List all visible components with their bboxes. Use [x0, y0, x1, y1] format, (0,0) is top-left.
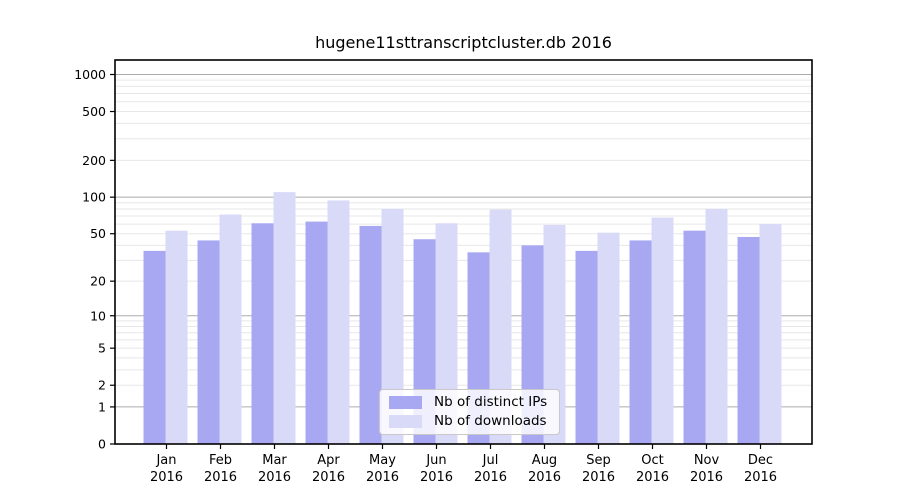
- y-tick-label: 50: [90, 226, 106, 241]
- bar-downloads-feb: [219, 214, 242, 444]
- x-tick-label: Feb 2016: [204, 453, 237, 485]
- chart-title: hugene11sttranscriptcluster.db 2016: [315, 33, 612, 52]
- legend-item-downloads: Nb of downloads: [389, 412, 547, 429]
- x-tick-label: Jun 2016: [420, 453, 453, 485]
- y-tick-label: 5: [98, 341, 106, 356]
- bar-downloads-jan: [165, 230, 188, 444]
- x-tick-label: Jan 2016: [150, 453, 183, 485]
- x-tick-label: Sep 2016: [582, 453, 615, 485]
- y-tick-label: 200: [82, 153, 106, 168]
- bar-distinct-ips-apr: [305, 221, 328, 444]
- x-tick-label: Dec 2016: [744, 453, 777, 485]
- bar-distinct-ips-oct: [629, 240, 652, 444]
- bar-distinct-ips-mar: [251, 223, 274, 444]
- legend-swatch-distinct-ips: [389, 396, 422, 410]
- x-tick-label: Aug 2016: [528, 453, 561, 485]
- y-tick-label: 1: [98, 399, 106, 414]
- legend-box: Nb of distinct IPs Nb of downloads: [379, 389, 561, 435]
- x-tick-label: May 2016: [366, 453, 399, 485]
- x-tick-label: Apr 2016: [312, 453, 345, 485]
- legend-swatch-downloads: [389, 414, 422, 428]
- bar-downloads-mar: [273, 192, 296, 444]
- bar-downloads-may: [381, 208, 404, 444]
- y-tick-label: 100: [82, 190, 106, 205]
- bar-distinct-ips-jan: [143, 250, 166, 444]
- bar-distinct-ips-feb: [197, 240, 220, 444]
- bar-downloads-sep: [597, 232, 620, 444]
- y-tick-label: 0: [98, 437, 106, 452]
- bar-distinct-ips-sep: [575, 250, 598, 444]
- bar-downloads-oct: [651, 217, 674, 444]
- bar-distinct-ips-may: [359, 225, 382, 444]
- y-tick-label: 2: [98, 378, 106, 393]
- x-tick-label: Jul 2016: [474, 453, 507, 485]
- x-tick-label: Oct 2016: [636, 453, 669, 485]
- bar-distinct-ips-nov: [683, 230, 706, 444]
- y-tick-label: 10: [90, 308, 106, 323]
- bar-distinct-ips-dec: [737, 236, 760, 444]
- bar-downloads-jul: [489, 209, 512, 444]
- y-tick-label: 20: [90, 274, 106, 289]
- bar-downloads-jun: [435, 223, 458, 444]
- bar-downloads-nov: [705, 208, 728, 444]
- x-tick-label: Nov 2016: [690, 453, 723, 485]
- bar-downloads-dec: [759, 224, 782, 444]
- x-tick-label: Mar 2016: [258, 453, 291, 485]
- bar-downloads-apr: [327, 200, 350, 444]
- y-tick-label: 1000: [74, 67, 106, 82]
- y-tick-label: 500: [82, 104, 106, 119]
- plot-border: [114, 59, 813, 445]
- legend-item-distinct-ips: Nb of distinct IPs: [389, 394, 548, 410]
- legend-label-downloads: Nb of downloads: [434, 412, 547, 429]
- legend-label-distinct-ips: Nb of distinct IPs: [434, 394, 548, 410]
